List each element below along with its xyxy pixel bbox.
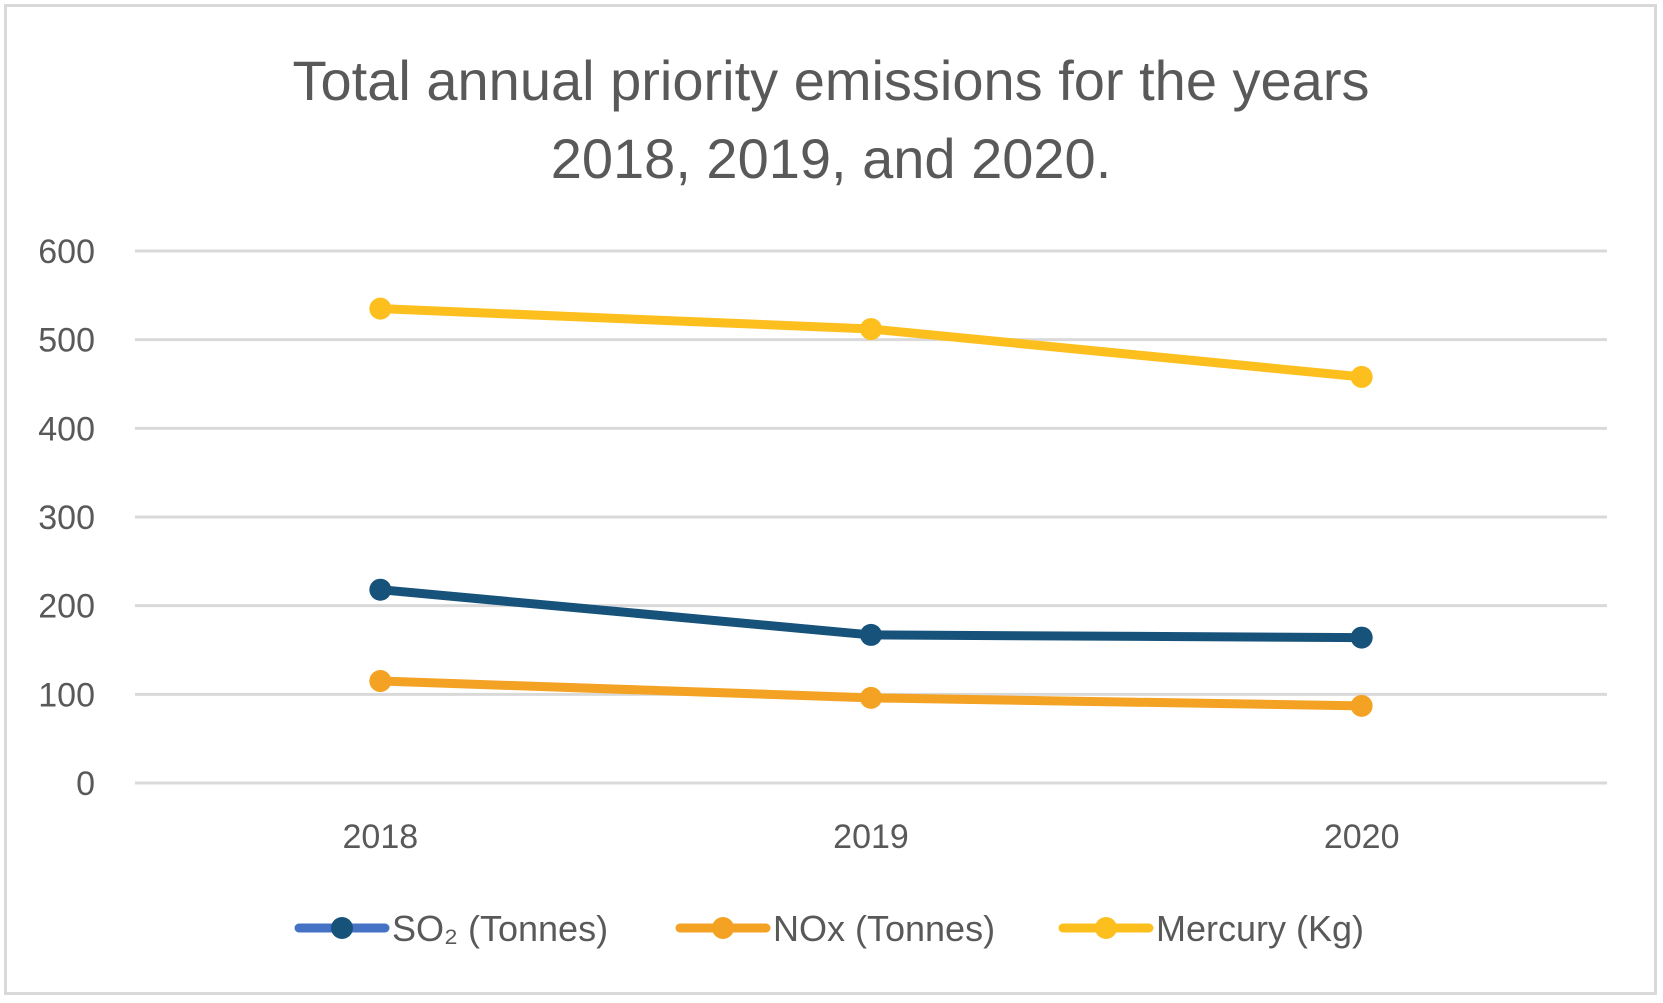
- chart-title: Total annual priority emissions for the …: [293, 49, 1370, 190]
- legend-item: NOx (Tonnes): [675, 908, 995, 949]
- x-axis-tick-labels: 2018 2019 2020: [343, 818, 1400, 856]
- data-point: [369, 297, 392, 320]
- y-tick-label: 500: [38, 322, 95, 360]
- legend-marker-icon: [1095, 917, 1117, 939]
- y-tick-label: 400: [38, 410, 95, 448]
- x-tick-label: 2020: [1324, 818, 1400, 856]
- y-axis-tick-labels: 0 100 200 300 400 500 600: [38, 233, 95, 803]
- series-0: [369, 578, 1373, 649]
- y-tick-label: 0: [76, 765, 95, 803]
- data-point: [1350, 626, 1373, 649]
- legend-label: SO₂ (Tonnes): [392, 908, 608, 949]
- legend: SO₂ (Tonnes) NOx (Tonnes) Mercury (Kg): [294, 908, 1364, 949]
- data-point: [860, 623, 882, 646]
- data-point: [369, 670, 392, 693]
- series-lines: [369, 297, 1373, 717]
- legend-marker-icon: [712, 917, 734, 939]
- legend-item: Mercury (Kg): [1058, 908, 1364, 949]
- series-2: [369, 297, 1373, 388]
- legend-marker-icon: [331, 917, 353, 939]
- y-tick-label: 200: [38, 588, 95, 626]
- data-point: [1350, 694, 1373, 717]
- y-tick-label: 300: [38, 499, 95, 537]
- legend-label: NOx (Tonnes): [773, 908, 995, 949]
- series-1: [369, 670, 1373, 717]
- chart-title-line-1: Total annual priority emissions for the …: [293, 49, 1370, 112]
- data-point: [860, 318, 882, 341]
- x-tick-label: 2019: [833, 818, 909, 856]
- data-point: [369, 578, 392, 601]
- x-tick-label: 2018: [343, 818, 419, 856]
- y-tick-label: 100: [38, 676, 95, 714]
- y-tick-label: 600: [38, 233, 95, 271]
- chart-frame: [4, 4, 1657, 995]
- legend-item: SO₂ (Tonnes): [294, 908, 608, 949]
- data-point: [1350, 365, 1373, 388]
- legend-label: Mercury (Kg): [1156, 908, 1364, 949]
- chart-title-line-2: 2018, 2019, and 2020.: [551, 127, 1112, 190]
- data-point: [860, 686, 882, 709]
